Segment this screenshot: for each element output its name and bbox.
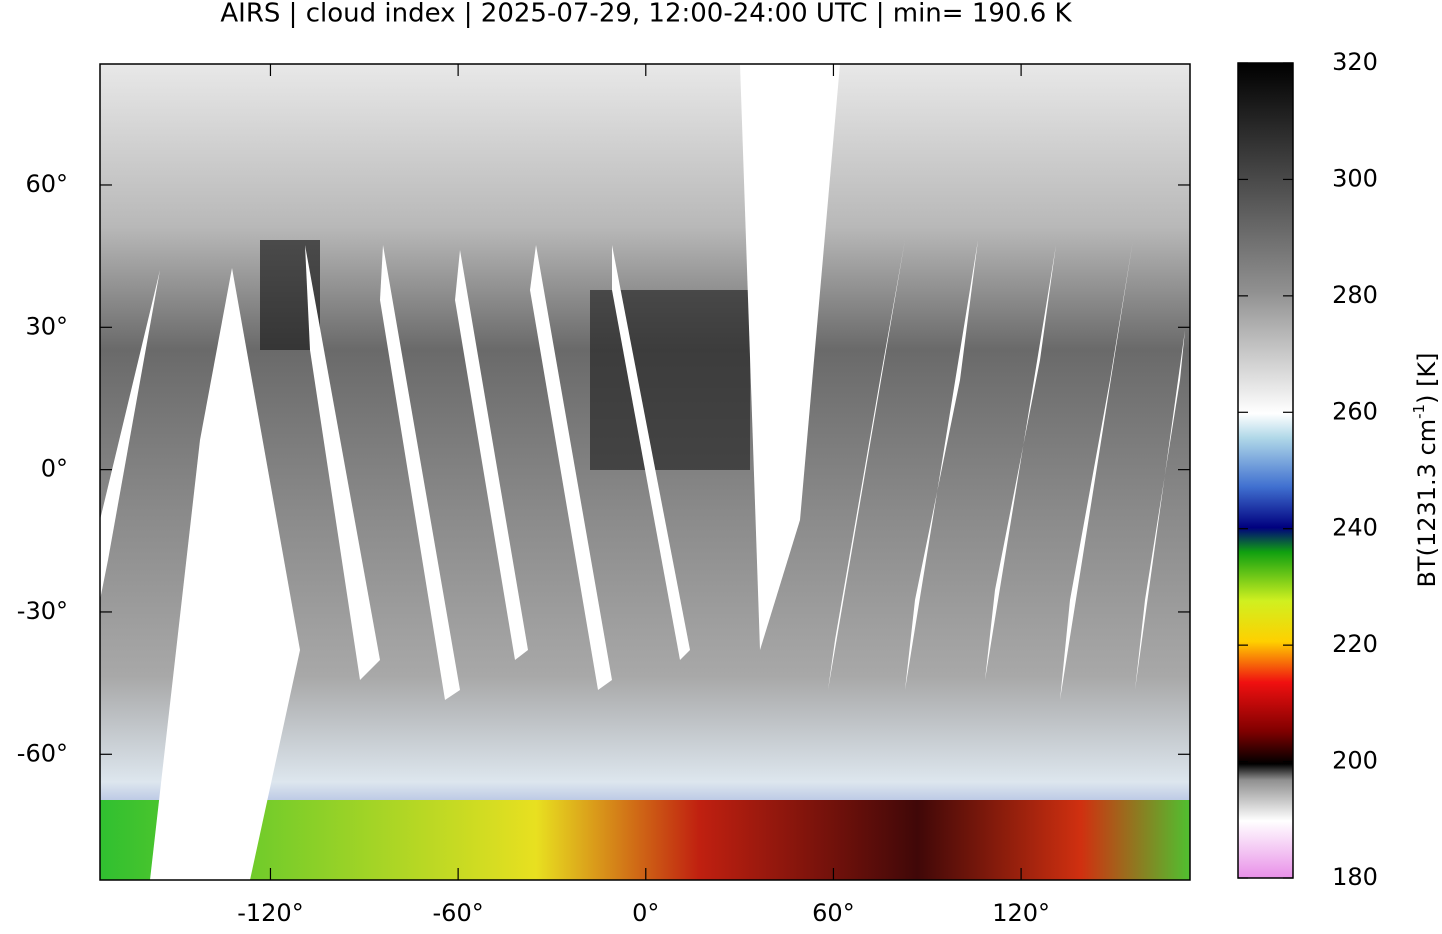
map-image <box>100 64 1190 880</box>
x-tick-label: -120° <box>237 899 303 927</box>
colorbar-tick-label: 240 <box>1332 514 1378 542</box>
colorbar-tick-label: 200 <box>1332 747 1378 775</box>
colorbar-tick-label: 260 <box>1332 397 1378 425</box>
y-tick-label: 30° <box>25 312 68 340</box>
colorbar-tick-label: 300 <box>1332 164 1378 192</box>
y-tick-label: -30° <box>17 597 68 625</box>
y-tick-label: -60° <box>17 739 68 767</box>
x-tick-label: 120° <box>992 899 1050 927</box>
x-tick-label: 60° <box>812 899 855 927</box>
colorbar-tick-label: 280 <box>1332 281 1378 309</box>
colorbar-label-sup: -1 <box>1410 404 1428 419</box>
colorbar-tick-label: 220 <box>1332 630 1378 658</box>
colorbar-tick-label: 180 <box>1332 863 1378 891</box>
colorbar <box>1237 62 1294 879</box>
y-tick-label: 0° <box>41 455 68 483</box>
x-tick-label: -60° <box>433 899 484 927</box>
colorbar-label-unit: ) [K] <box>1413 352 1441 403</box>
plot-frame <box>99 63 1191 881</box>
x-tick-label: 0° <box>632 899 659 927</box>
y-tick-label: 60° <box>25 170 68 198</box>
colorbar-tick-label: 320 <box>1332 48 1378 76</box>
colorbar-label: BT(1231.3 cm-1) [K] <box>1410 352 1442 587</box>
colorbar-label-text: BT(1231.3 cm <box>1413 419 1441 588</box>
title: AIRS | cloud index | 2025-07-29, 12:00-2… <box>220 0 1072 29</box>
